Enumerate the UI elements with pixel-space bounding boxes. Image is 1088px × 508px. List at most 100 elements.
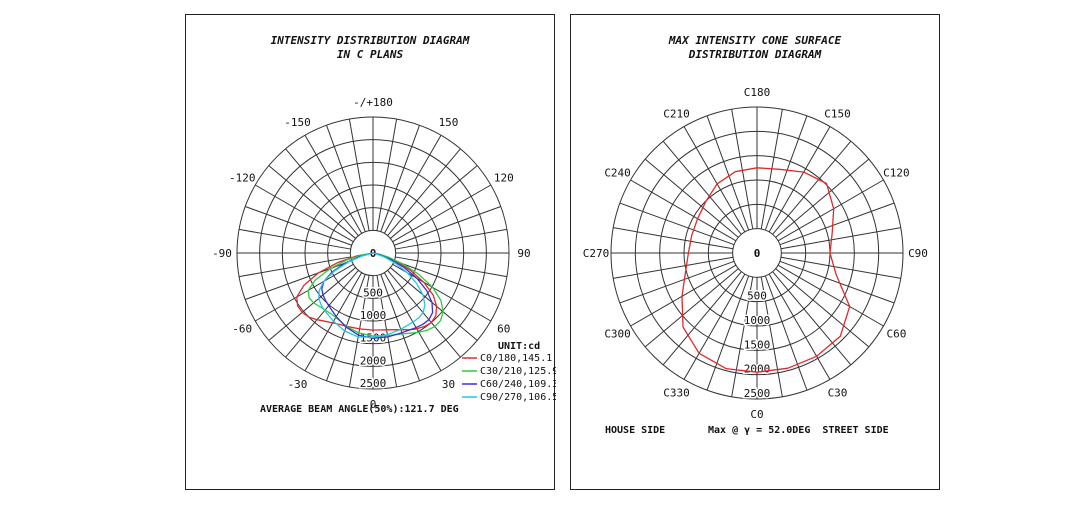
grid-spoke: [775, 268, 870, 348]
grid-spoke: [706, 115, 750, 231]
chart-title: MAX INTENSITY CONE SURFACE: [668, 34, 842, 47]
angle-label: -120: [229, 172, 256, 185]
grid-spoke: [644, 268, 739, 348]
angle-label: C210: [663, 108, 690, 121]
radial-tick-label: 1000: [360, 309, 387, 322]
angle-label: C300: [604, 328, 631, 341]
grid-spoke: [245, 206, 352, 246]
legend-entry: C90/270,106.5: [480, 392, 556, 403]
angle-label: 90: [517, 247, 530, 260]
grid-spoke: [326, 125, 366, 232]
grid-spoke: [630, 179, 737, 242]
grid-spoke: [777, 179, 884, 242]
chart-subtitle: DISTRIBUTION DIAGRAM: [688, 48, 822, 61]
series-line: [307, 252, 444, 337]
grid-spoke: [383, 134, 442, 234]
grid-spoke: [254, 184, 354, 243]
angle-label: C30: [828, 386, 848, 399]
grid-spoke: [764, 275, 808, 391]
grid-spoke: [348, 118, 370, 231]
max-line: Max @ γ = 52.0DEG STREET SIDE: [708, 425, 889, 436]
angle-label: 30: [442, 378, 455, 391]
grid-spoke: [706, 275, 750, 391]
grid-spoke: [387, 148, 461, 236]
angle-label: C60: [886, 328, 906, 341]
intensity-distribution-panel: INTENSITY DISTRIBUTION DIAGRAM IN C PLAN…: [185, 14, 556, 490]
grid-spoke: [779, 202, 895, 246]
angle-label: C150: [824, 108, 851, 121]
angle-label: -90: [212, 247, 232, 260]
radial-tick-label: 2500: [744, 387, 771, 400]
legend-entry: C30/210,125.9: [480, 366, 556, 377]
grid-spoke: [613, 227, 734, 250]
series-line: [296, 252, 438, 331]
grid-spoke: [613, 256, 734, 279]
max-intensity-polar-plot: C0 C30 C60 C90 C120 C150 C180 C210 C240 C270 C300 C…: [583, 86, 928, 421]
chart-title: INTENSITY DISTRIBUTION DIAGRAM: [270, 34, 470, 47]
grid-spoke: [780, 227, 901, 250]
angle-label: C180: [744, 86, 771, 99]
grid-spoke: [380, 125, 420, 232]
angle-label: 0: [370, 398, 377, 411]
grid-spoke: [392, 184, 492, 243]
max-angle-text: Max @ γ = 52.0DEG: [708, 425, 811, 436]
grid-spoke: [775, 158, 870, 238]
radial-tick-label: 2000: [744, 363, 771, 376]
grid-spoke: [731, 276, 754, 397]
legend-entry: C0/180,145.1: [480, 353, 552, 364]
grid-spoke: [268, 165, 356, 239]
angle-label: C120: [883, 167, 910, 180]
grid-spoke: [779, 260, 895, 304]
grid-spoke: [780, 256, 901, 279]
grid-spoke: [772, 140, 852, 235]
grid-spoke: [254, 263, 354, 322]
grid-spoke: [238, 256, 351, 278]
house-side-label: HOUSE SIDE: [605, 425, 666, 436]
angle-label: C270: [583, 247, 610, 260]
angle-label: -150: [284, 116, 311, 129]
angle-label: 150: [439, 116, 459, 129]
grid-spoke: [644, 158, 739, 238]
average-beam-angle: AVERAGE BEAM ANGLE(50%):121.7 DEG: [260, 404, 459, 415]
center-label: 0: [754, 247, 761, 260]
grid-spoke: [285, 148, 359, 236]
grid-spoke: [395, 256, 508, 278]
grid-spoke: [683, 126, 746, 233]
grid-spoke: [380, 274, 420, 381]
angle-label: C240: [604, 167, 631, 180]
max-intensity-panel: MAX INTENSITY CONE SURFACE DISTRIBUTION …: [570, 14, 940, 490]
angle-label: C90: [908, 247, 928, 260]
grid-spoke: [630, 264, 737, 327]
grid-spoke: [764, 115, 808, 231]
grid-spoke: [268, 267, 356, 341]
legend-entry: C60/240,109.3: [480, 379, 556, 390]
grid-spoke: [285, 270, 359, 358]
grid-spoke: [394, 206, 501, 246]
grid-spoke: [760, 276, 783, 397]
grid-spoke: [619, 260, 735, 304]
angle-label: -30: [288, 378, 308, 391]
radial-tick-label: 500: [363, 286, 383, 299]
series-line: [318, 252, 426, 338]
grid-spoke: [390, 267, 478, 341]
angle-label: C330: [663, 386, 690, 399]
chart-subtitle: IN C PLANS: [336, 48, 404, 61]
grid-spoke: [390, 165, 478, 239]
radial-tick-label: 2500: [360, 377, 387, 390]
grid-spoke: [238, 228, 351, 250]
grid-spoke: [619, 202, 735, 246]
angle-label: -/+180: [353, 96, 393, 109]
angle-label: -60: [232, 323, 252, 336]
grid-spoke: [387, 270, 461, 358]
angle-label: 60: [497, 323, 510, 336]
grid-spoke: [731, 109, 754, 230]
radial-tick-label: 500: [747, 290, 767, 303]
grid-spoke: [376, 275, 398, 388]
street-side-label: STREET SIDE: [822, 425, 889, 436]
grid-spoke: [376, 118, 398, 231]
unit-label: UNIT:cd: [498, 341, 540, 352]
radial-tick-label: 2000: [360, 354, 387, 367]
grid-spoke: [394, 260, 501, 300]
polar-grid: [236, 116, 510, 390]
angle-label: C0: [750, 408, 763, 421]
